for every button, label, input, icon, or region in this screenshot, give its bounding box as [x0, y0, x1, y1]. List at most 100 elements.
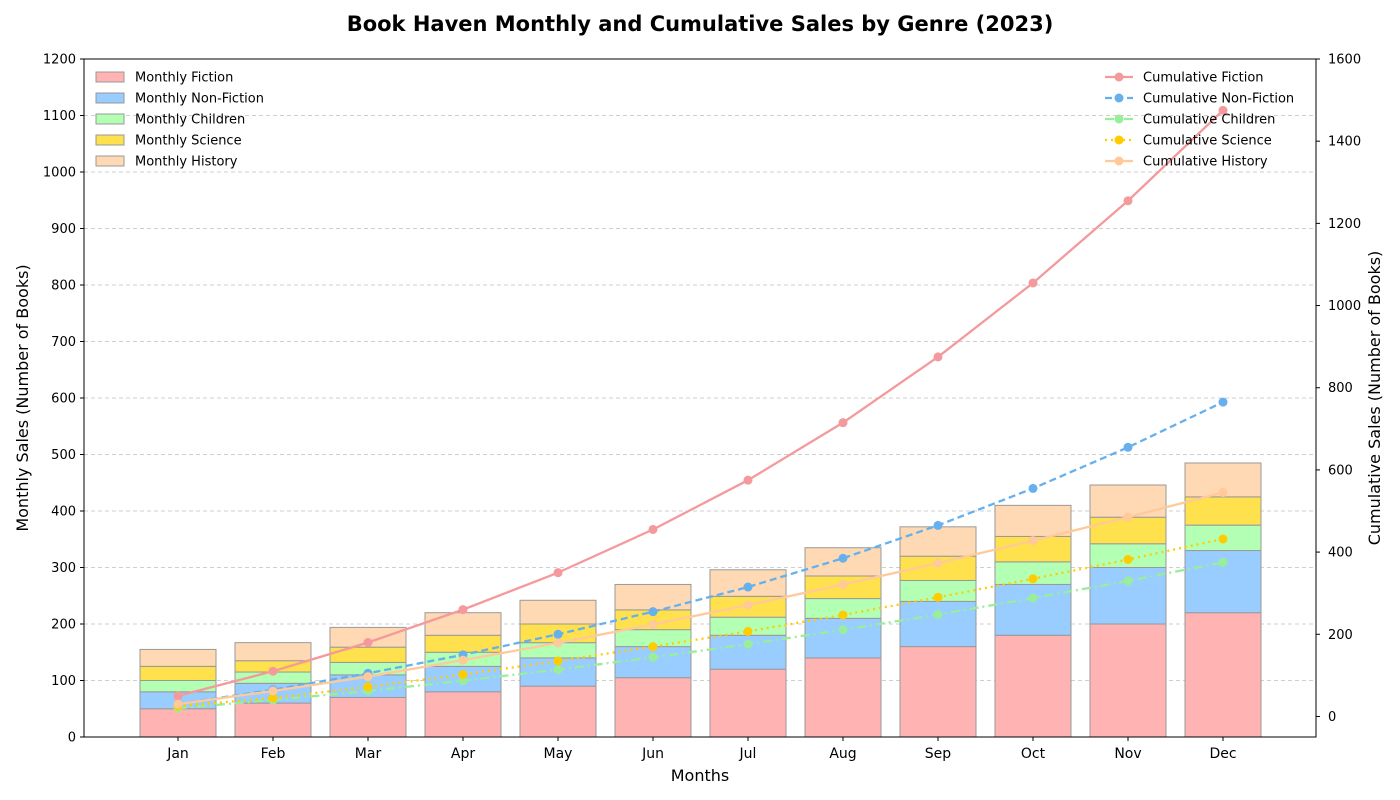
legend-marker	[1114, 156, 1124, 166]
point	[363, 682, 373, 692]
bar	[329, 626, 407, 648]
point	[363, 672, 373, 682]
point	[838, 625, 848, 635]
y-tick-label: 1000	[43, 166, 76, 181]
point	[743, 639, 753, 649]
point	[648, 524, 658, 534]
point	[553, 629, 563, 639]
bar-series-4	[139, 462, 1262, 667]
point	[173, 699, 183, 709]
y-tick-label: 200	[51, 618, 76, 633]
point	[1028, 278, 1038, 288]
bar	[1089, 623, 1167, 738]
bar-layer	[139, 462, 1262, 738]
bar	[614, 677, 692, 738]
legend-marker	[1114, 72, 1124, 82]
point	[458, 670, 468, 680]
y2-tick-label: 800	[1328, 381, 1353, 396]
bar	[994, 583, 1072, 636]
bar	[139, 708, 217, 738]
bar	[1184, 612, 1262, 738]
point	[838, 580, 848, 590]
bar	[899, 526, 977, 557]
legend-swatch	[95, 71, 125, 83]
grid	[84, 115, 1316, 681]
series-line	[177, 561, 1224, 710]
bar	[424, 634, 502, 653]
line-legend: Cumulative Fiction Cumulative Non-Fiction…	[1105, 71, 1294, 170]
point	[743, 582, 753, 592]
y-tick-label: 600	[51, 392, 76, 407]
series-line	[177, 491, 1224, 706]
bar	[899, 646, 977, 738]
x-axis: Jan Feb Mar Apr May Jun Jul Aug Sep Oct Nov Dec	[166, 737, 1237, 762]
point	[838, 418, 848, 428]
legend-label: Monthly Fiction	[135, 71, 233, 86]
bar	[804, 617, 882, 659]
bar	[424, 691, 502, 738]
point	[1218, 534, 1228, 544]
point	[553, 638, 563, 648]
y-tick-label: 500	[51, 448, 76, 463]
y-tick-label: 800	[51, 279, 76, 294]
y-axis-left: 0 100 200 300 400 500 600 700 800 900 1000 1100 1200	[43, 53, 84, 746]
y2-tick-label: 1200	[1328, 217, 1361, 232]
point	[458, 655, 468, 665]
point	[268, 666, 278, 676]
point	[1028, 483, 1038, 493]
point	[1218, 397, 1228, 407]
point	[1218, 488, 1228, 498]
point	[1123, 554, 1133, 564]
x-tick-label: Apr	[451, 746, 475, 762]
y2-tick-label: 200	[1328, 628, 1353, 643]
bar	[519, 685, 597, 738]
point	[268, 686, 278, 696]
x-axis-label: Months	[671, 766, 729, 785]
y-tick-label: 900	[51, 222, 76, 237]
x-tick-label: Mar	[355, 746, 382, 762]
bar	[329, 696, 407, 738]
point	[648, 642, 658, 652]
point	[1028, 536, 1038, 546]
bar	[899, 600, 977, 648]
x-tick-label: Aug	[829, 746, 856, 762]
line-series-4	[173, 488, 1228, 709]
y-tick-label: 1100	[43, 109, 76, 124]
point	[553, 665, 563, 675]
legend-marker	[1114, 114, 1124, 124]
point	[1218, 105, 1228, 115]
point	[458, 676, 468, 686]
y-tick-label: 0	[68, 731, 76, 746]
legend-label: Monthly History	[135, 155, 238, 170]
bar	[1089, 567, 1167, 625]
point	[743, 600, 753, 610]
legend-label: Monthly Science	[135, 134, 242, 149]
point	[838, 553, 848, 563]
legend-marker	[1114, 93, 1124, 103]
bar	[709, 569, 787, 597]
point	[553, 568, 563, 578]
legend-swatch	[95, 113, 125, 125]
legend-label: Cumulative Fiction	[1143, 71, 1264, 86]
x-tick-label: Jul	[739, 746, 757, 762]
chart-title: Book Haven Monthly and Cumulative Sales …	[347, 12, 1054, 36]
point	[648, 652, 658, 662]
bar	[139, 665, 217, 681]
y2-tick-label: 1600	[1328, 53, 1361, 68]
y2-axis-label: Cumulative Sales (Number of Books)	[1365, 251, 1384, 546]
bar	[994, 634, 1072, 738]
point	[838, 610, 848, 620]
point	[1028, 593, 1038, 603]
series-line	[177, 537, 1224, 708]
y2-tick-label: 600	[1328, 463, 1353, 478]
point	[458, 605, 468, 615]
point	[1123, 196, 1133, 206]
x-tick-label: Dec	[1209, 746, 1236, 762]
bar	[994, 504, 1072, 537]
y-axis-label: Monthly Sales (Number of Books)	[13, 264, 32, 531]
bar	[139, 648, 217, 667]
point	[268, 693, 278, 703]
point	[648, 619, 658, 629]
point	[743, 626, 753, 636]
